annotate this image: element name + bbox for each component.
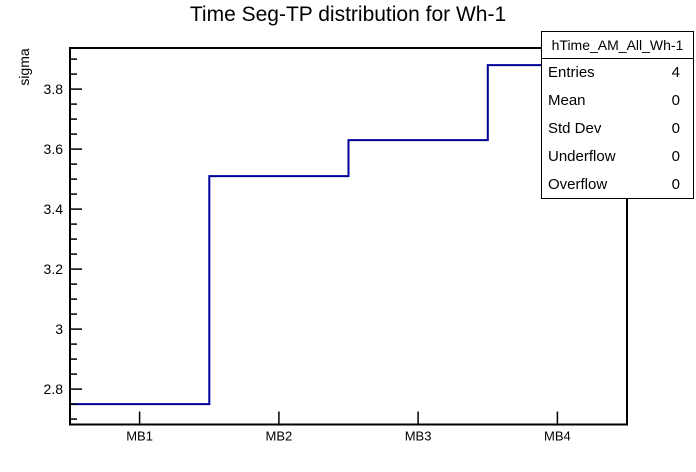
y-axis-tick-label: 2.8 (44, 381, 64, 397)
x-axis-tick-label: MB1 (126, 429, 153, 444)
plot-frame (69, 47, 628, 426)
stats-row-label: Overflow (548, 175, 608, 193)
stats-rows: Entries 4 Mean 0 Std Dev 0 Underflow 0 Overflow 0 (542, 59, 693, 198)
stats-row-value: 0 (671, 119, 680, 137)
stats-row-value: 0 (671, 92, 680, 110)
y-axis-tick-label: 3.8 (44, 81, 64, 97)
x-axis-tick-label: MB3 (405, 429, 432, 444)
stats-row: Overflow 0 (542, 170, 693, 198)
y-axis-tick-label: 3.6 (44, 141, 64, 157)
stats-row-value: 0 (671, 175, 680, 193)
stats-row: Mean 0 (542, 87, 693, 115)
y-axis-tick-label: 3.2 (44, 261, 64, 277)
stats-row: Std Dev 0 (542, 115, 693, 143)
stats-box: hTime_AM_All_Wh-1 Entries 4 Mean 0 Std Dev 0 U… (541, 31, 694, 199)
stats-row-label: Mean (548, 92, 586, 110)
y-axis-tick-label: 3.4 (44, 201, 64, 217)
stats-row-label: Underflow (548, 147, 616, 165)
stats-row-value: 0 (671, 147, 680, 165)
stats-row-label: Entries (548, 64, 595, 82)
x-axis-tick-label: MB4 (544, 429, 571, 444)
stats-row: Entries 4 (542, 59, 693, 87)
chart-title: Time Seg-TP distribution for Wh-1 (189, 3, 507, 26)
stats-box-title: hTime_AM_All_Wh-1 (542, 32, 693, 59)
stats-row: Underflow 0 (542, 142, 693, 170)
y-axis-tick-label: 3 (55, 321, 63, 337)
stats-row-value: 4 (671, 64, 680, 82)
x-axis-tick-label: MB2 (266, 429, 293, 444)
stats-row-label: Std Dev (548, 119, 602, 137)
